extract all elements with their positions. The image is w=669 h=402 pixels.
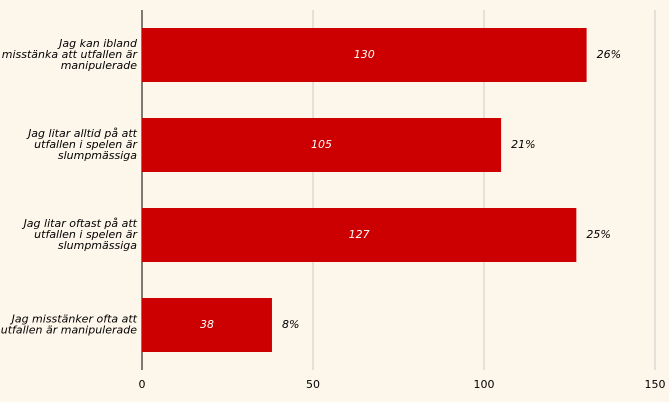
percent-label: 21% [511,138,535,151]
bar [142,208,577,262]
percent-label: 26% [597,48,621,61]
value-label: 105 [311,138,332,151]
x-tick-label: 100 [474,378,495,391]
y-tick-label: utfallen är manipulerade [1,324,138,337]
percent-label: 25% [586,228,610,241]
x-tick-label: 0 [139,378,146,391]
percent-label: 8% [282,318,299,331]
bar [142,118,502,172]
y-tick-label: Jag misstänker ofta att [10,313,138,326]
value-label: 130 [354,48,375,61]
y-tick-label: Jag litar alltid på att [26,127,138,140]
y-tick-label: Jag kan ibland [57,37,138,50]
x-tick-label: 150 [645,378,666,391]
y-tick-label: utfallen i spelen är [34,228,138,241]
value-label: 38 [200,318,214,331]
bar [142,28,587,82]
x-tick-label: 50 [306,378,320,391]
bar [142,298,272,352]
y-tick-label: misstänka att utfallen är [2,48,139,61]
y-tick-label: slumpmässiga [58,149,137,162]
y-tick-label: Jag litar oftast på att [22,217,138,230]
value-label: 127 [349,228,370,241]
y-tick-label: utfallen i spelen är [34,138,138,151]
y-tick-label: slumpmässiga [58,239,137,252]
y-tick-label: manipulerade [61,59,138,72]
